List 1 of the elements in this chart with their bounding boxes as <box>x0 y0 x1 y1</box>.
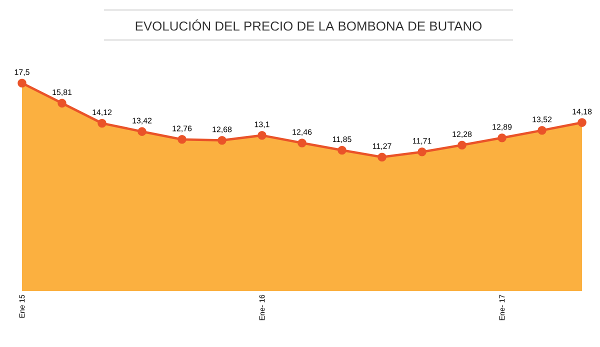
chart-title: EVOLUCIÓN DEL PRECIO DE LA BOMBONA DE BUTANO <box>136 19 482 31</box>
